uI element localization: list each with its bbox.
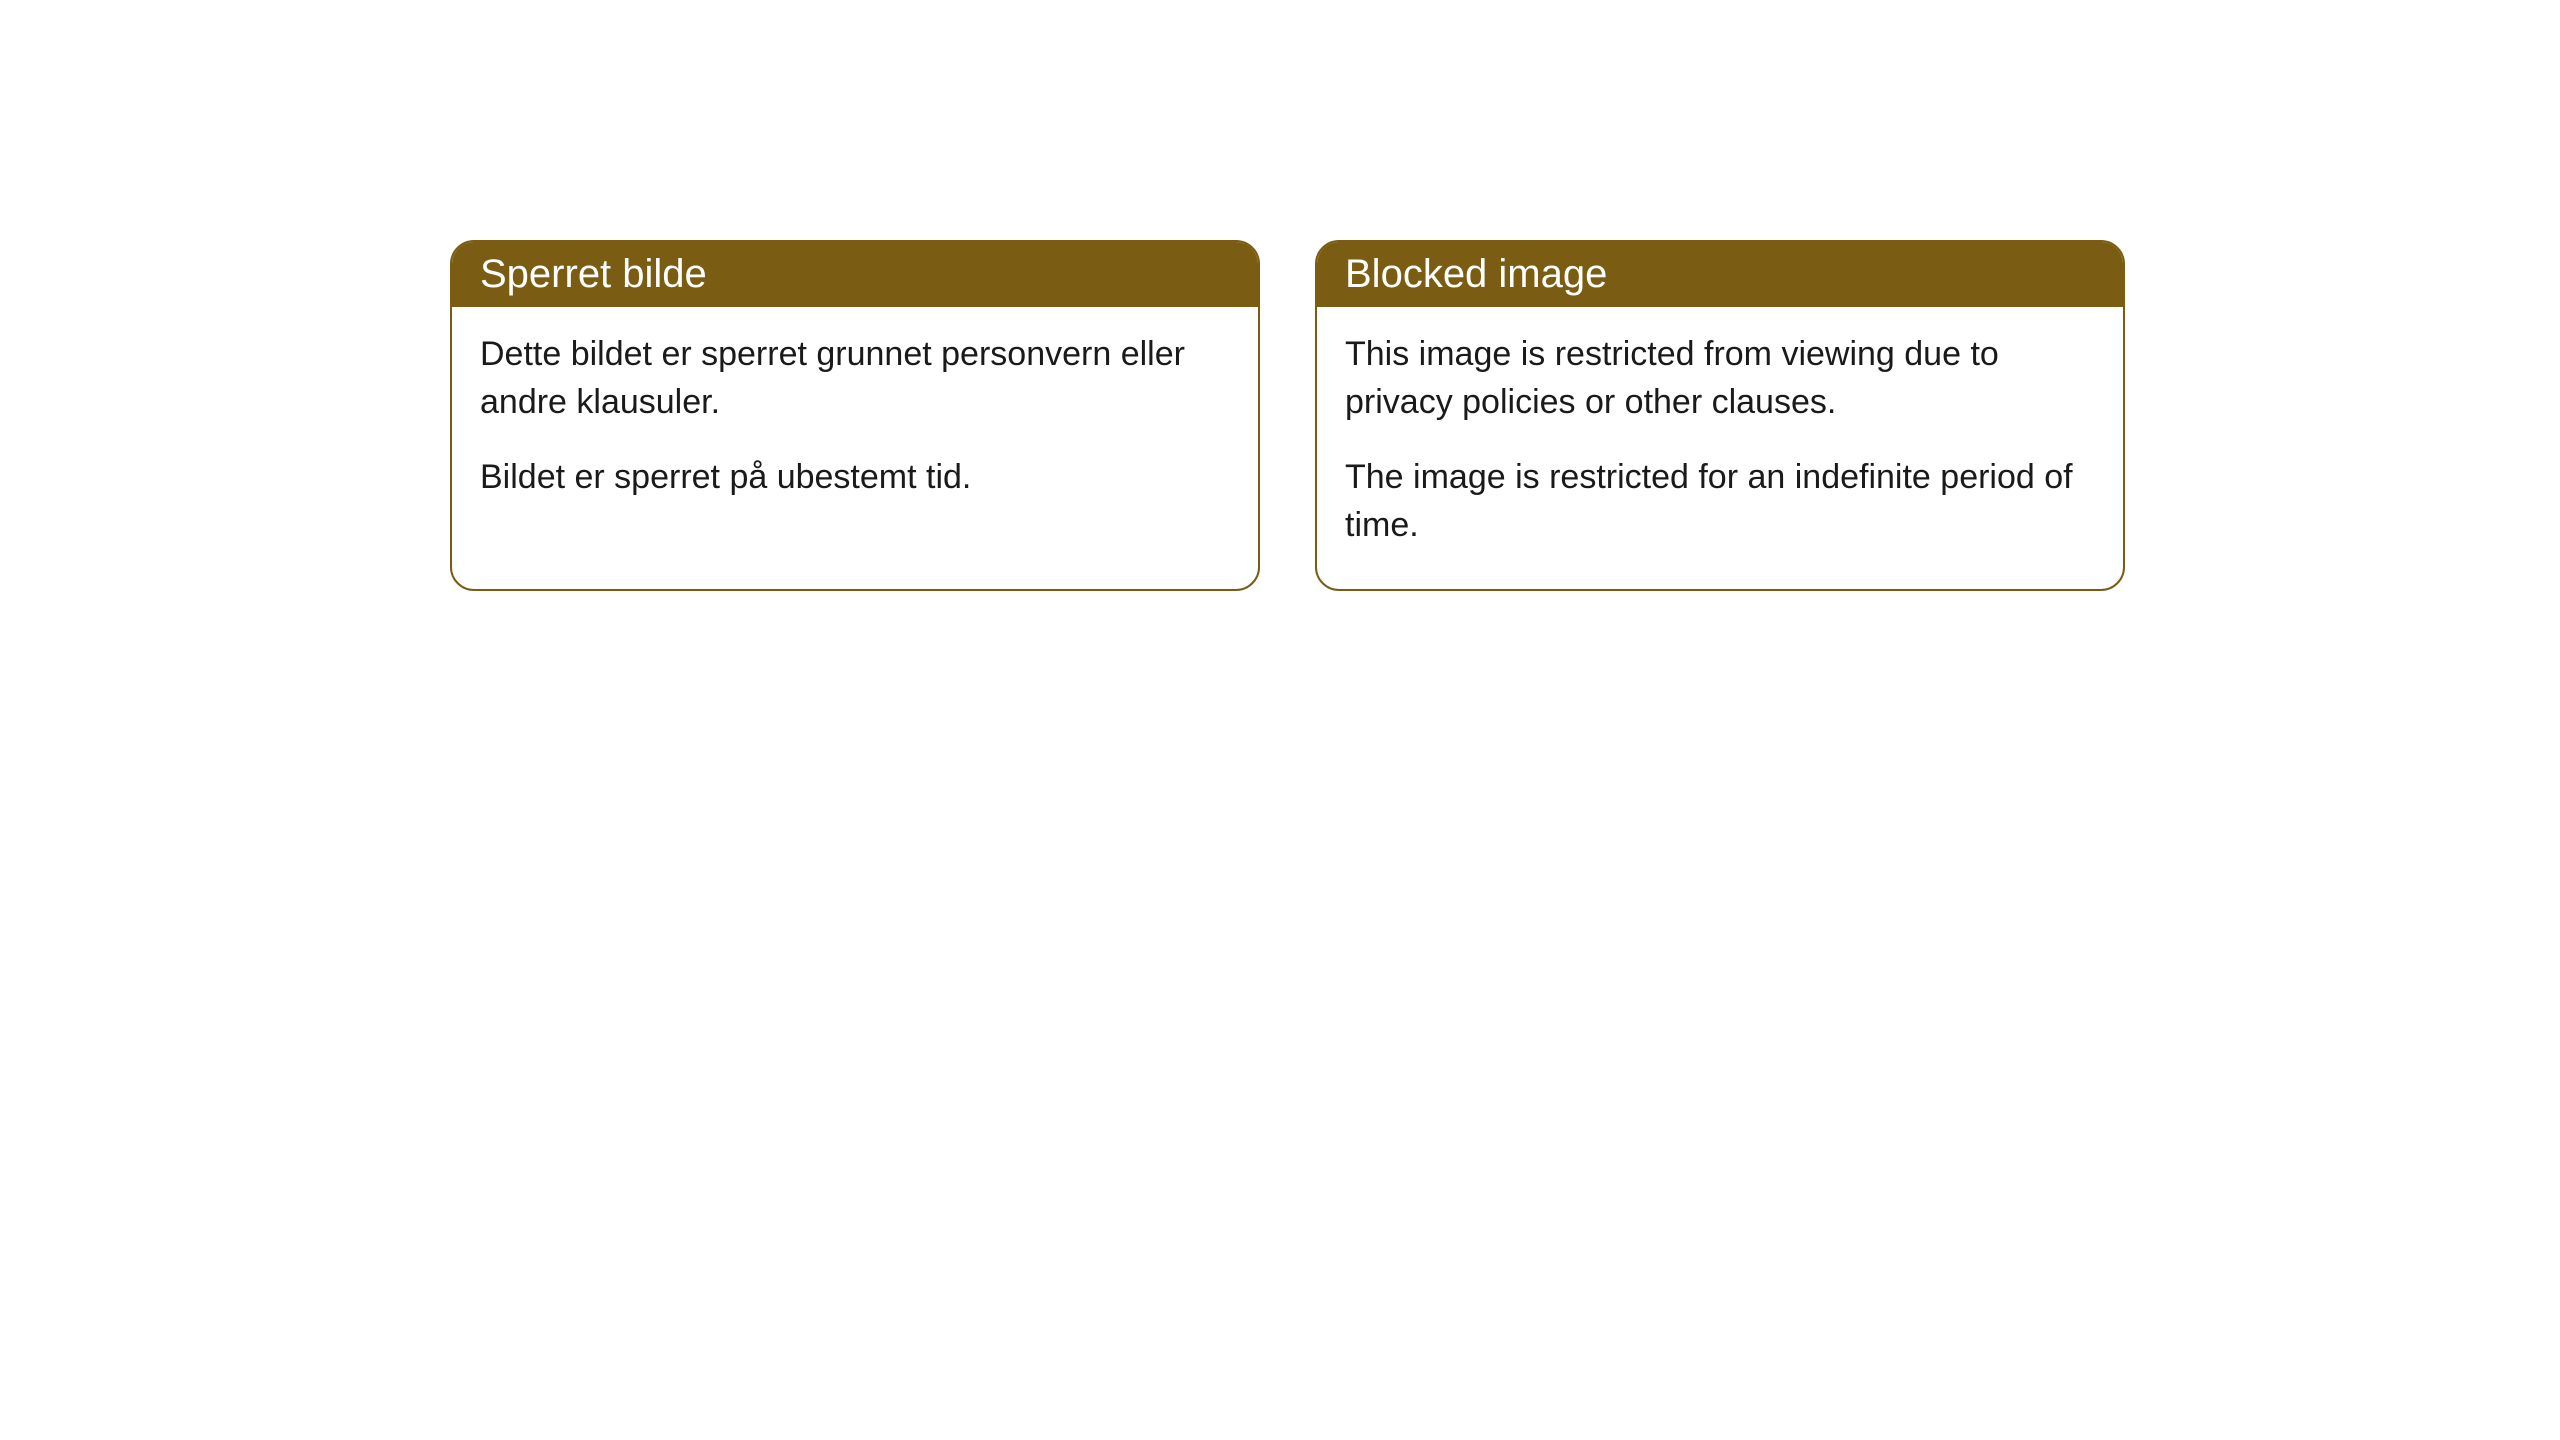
blocked-image-card-norwegian: Sperret bilde Dette bildet er sperret gr… — [450, 240, 1260, 591]
card-paragraph-2-english: The image is restricted for an indefinit… — [1345, 454, 2095, 549]
card-body-norwegian: Dette bildet er sperret grunnet personve… — [452, 307, 1258, 542]
card-paragraph-1-norwegian: Dette bildet er sperret grunnet personve… — [480, 331, 1230, 426]
blocked-image-card-english: Blocked image This image is restricted f… — [1315, 240, 2125, 591]
card-header-norwegian: Sperret bilde — [452, 242, 1258, 307]
card-header-english: Blocked image — [1317, 242, 2123, 307]
card-paragraph-2-norwegian: Bildet er sperret på ubestemt tid. — [480, 454, 1230, 502]
card-body-english: This image is restricted from viewing du… — [1317, 307, 2123, 589]
notice-cards-container: Sperret bilde Dette bildet er sperret gr… — [0, 0, 2560, 591]
card-paragraph-1-english: This image is restricted from viewing du… — [1345, 331, 2095, 426]
